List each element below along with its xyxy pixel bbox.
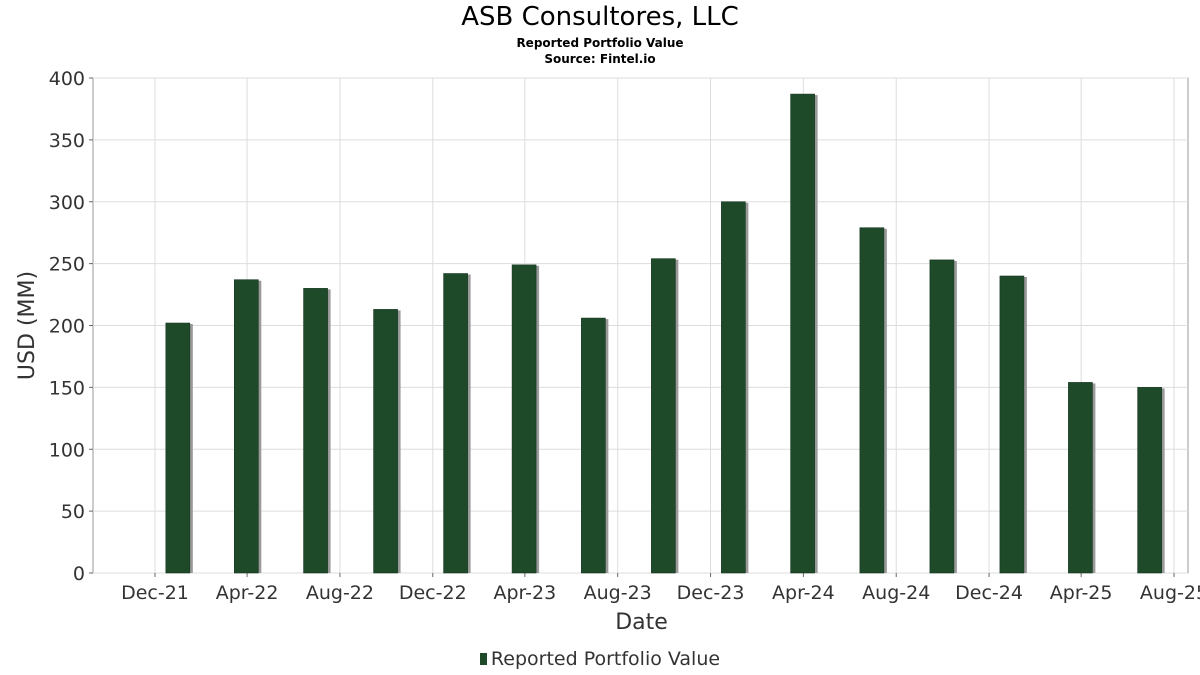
chart-source: Source: Fintel.io [544,52,656,66]
x-tick-label: Apr-25 [1050,582,1113,604]
y-tick-label: 250 [49,254,85,276]
y-axis-title: USD (MM) [15,271,40,380]
bar [373,309,398,574]
bar [859,227,885,574]
bar [1068,382,1093,574]
legend-label: Reported Portfolio Value [490,648,721,670]
y-tick-label: 150 [49,377,85,399]
x-tick-label: Apr-23 [494,582,557,604]
x-tick-label: Dec-24 [955,582,1023,604]
x-tick-label: Dec-23 [677,582,745,604]
bar [511,264,537,574]
y-tick-label: 50 [61,501,85,523]
x-tick-label: Dec-21 [121,582,189,604]
bar [303,288,328,574]
bar [999,275,1025,574]
x-axis-title: Date [615,610,668,635]
bar [1137,387,1162,574]
bar [790,93,815,574]
bar [721,201,746,574]
y-tick-label: 400 [49,68,85,90]
x-tick-label: Aug-24 [862,582,930,604]
x-tick-label: Aug-23 [584,582,652,604]
bar [165,322,191,574]
x-tick-label: Aug-22 [306,582,374,604]
legend-swatch [479,653,487,665]
chart-title: ASB Consultores, LLC [461,2,739,32]
bar [651,258,676,574]
x-tick-label: Dec-22 [399,582,467,604]
bar [234,279,259,574]
y-tick-label: 350 [49,130,85,152]
x-tick-label: Aug-25 [1140,582,1200,604]
bar [443,273,468,574]
y-tick-label: 300 [49,192,85,214]
x-tick-label: Apr-22 [216,582,279,604]
bar [581,317,606,574]
x-tick-label: Apr-24 [772,582,835,604]
y-tick-label: 0 [73,563,85,585]
y-tick-label: 200 [49,316,85,338]
y-tick-label: 100 [49,439,85,461]
legend: Reported Portfolio Value [0,648,1200,670]
chart-subtitle: Reported Portfolio Value [516,36,684,50]
bar [929,259,955,574]
